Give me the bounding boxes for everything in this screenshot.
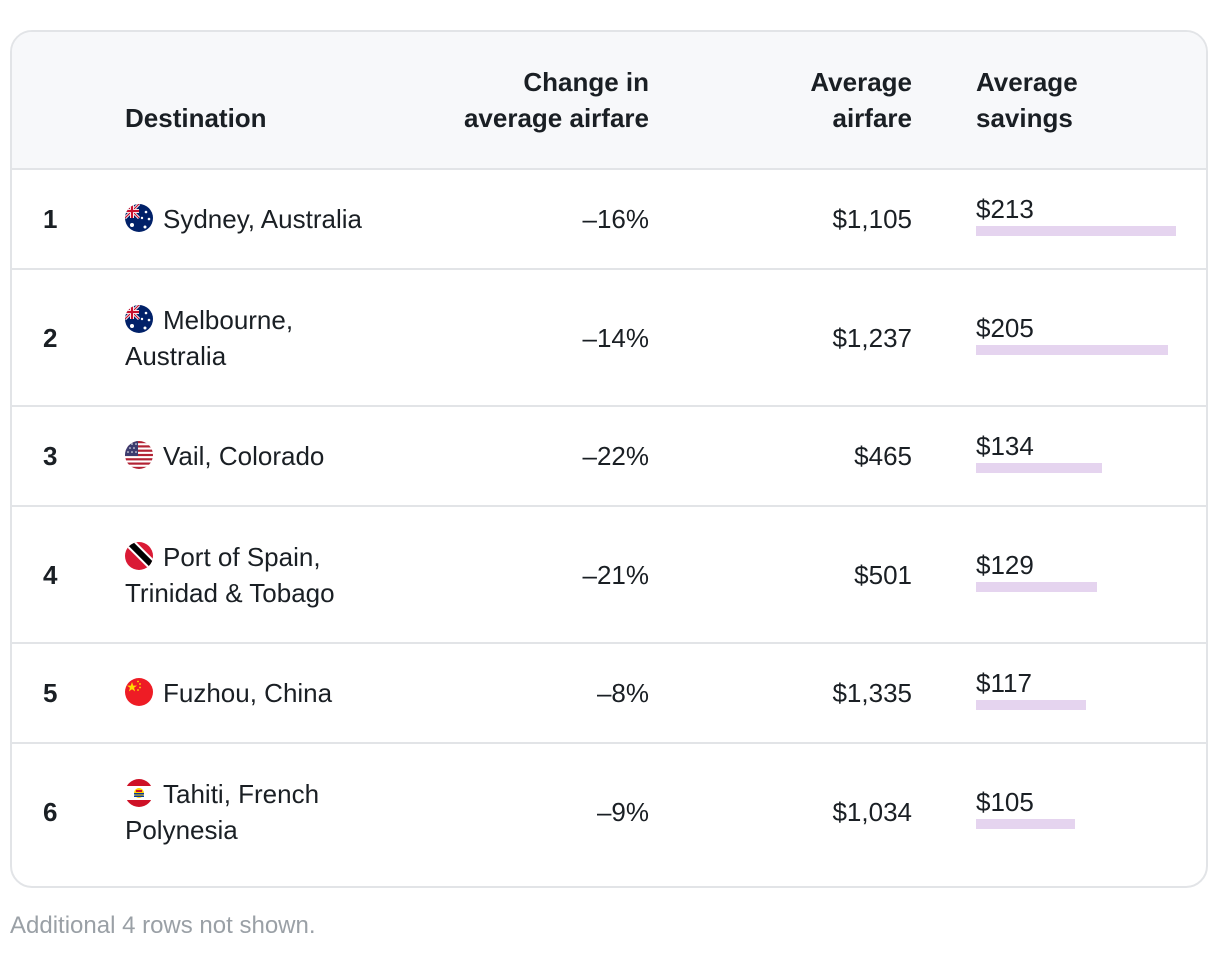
australia-flag-icon bbox=[125, 304, 153, 333]
australia-flag-icon bbox=[125, 204, 153, 232]
destination-name: Melbourne, Australia bbox=[125, 304, 294, 371]
savings-cell: $205 bbox=[912, 269, 1206, 406]
savings-value: $205 bbox=[976, 312, 1034, 343]
savings-cell: $134 bbox=[912, 406, 1206, 506]
savings-value: $129 bbox=[976, 549, 1034, 580]
table-row: 2 Melbourne, Australia –14% $1,237 $205 bbox=[12, 269, 1206, 406]
footnote: Additional 4 rows not shown. bbox=[10, 912, 316, 939]
savings-bar bbox=[976, 819, 1075, 829]
destination-cell: Port of Spain, Trinidad & Tobago bbox=[125, 506, 411, 643]
savings-cell: $129 bbox=[912, 506, 1206, 643]
rank-cell: 6 bbox=[43, 797, 58, 827]
rank-cell: 2 bbox=[43, 322, 58, 353]
destination-cell: Melbourne, Australia bbox=[125, 269, 411, 406]
data-table-card: Destination Change in average airfare Av… bbox=[10, 30, 1208, 888]
savings-bar bbox=[976, 700, 1086, 710]
change-cell: –14% bbox=[582, 322, 650, 353]
savings-bar bbox=[976, 226, 1176, 236]
change-header[interactable]: Change in average airfare bbox=[411, 32, 649, 169]
savings-header-label: Average savings bbox=[976, 67, 1078, 133]
change-cell: –9% bbox=[596, 797, 649, 827]
fare-header[interactable]: Average airfare bbox=[649, 32, 912, 169]
change-cell: –22% bbox=[582, 441, 650, 471]
fare-cell: $1,105 bbox=[832, 204, 912, 234]
savings-bar bbox=[976, 344, 1168, 355]
destination-header[interactable]: Destination bbox=[125, 103, 267, 133]
savings-value: $134 bbox=[976, 431, 1034, 461]
savings-cell: $105 bbox=[912, 743, 1206, 880]
table-row: 3 Vail, Colorado –22% $465 $134 bbox=[12, 406, 1206, 506]
rank-cell: 3 bbox=[43, 441, 58, 471]
destination-name: Sydney, Australia bbox=[163, 204, 362, 234]
destination-name: Port of Spain, Trinidad & Tobago bbox=[125, 541, 335, 608]
change-cell: –8% bbox=[596, 678, 649, 708]
trinidad-tobago-flag-icon bbox=[125, 541, 153, 570]
usa-flag-icon bbox=[125, 441, 153, 469]
airfare-table: Destination Change in average airfare Av… bbox=[12, 32, 1206, 880]
fare-cell: $465 bbox=[854, 441, 912, 471]
destination-cell: Sydney, Australia bbox=[125, 169, 411, 269]
destination-cell: Fuzhou, China bbox=[125, 643, 411, 743]
destination-name: Fuzhou, China bbox=[163, 678, 333, 708]
savings-bar bbox=[976, 581, 1097, 592]
change-cell: –21% bbox=[582, 559, 650, 590]
fare-cell: $1,237 bbox=[832, 322, 912, 353]
destination-cell: Vail, Colorado bbox=[125, 406, 411, 506]
table-row: 1 Sydney, Australia –16% $1,105 $213 bbox=[12, 169, 1206, 269]
destination-name: Tahiti, French Polynesia bbox=[125, 779, 320, 845]
change-cell: –16% bbox=[582, 204, 650, 234]
table-row: 6 Tahiti, French Polynesia –9% $1,034 $1… bbox=[12, 743, 1206, 880]
fare-cell: $1,335 bbox=[832, 678, 912, 708]
fare-cell: $501 bbox=[854, 559, 912, 590]
table-header-row: Destination Change in average airfare Av… bbox=[12, 32, 1206, 169]
fare-header-label: Average airfare bbox=[810, 67, 912, 133]
french-polynesia-flag-icon bbox=[125, 779, 153, 807]
savings-cell: $117 bbox=[912, 643, 1206, 743]
rank-cell: 5 bbox=[43, 678, 58, 708]
destination-name: Vail, Colorado bbox=[163, 441, 325, 471]
savings-bar bbox=[976, 463, 1102, 473]
rank-header bbox=[12, 32, 125, 169]
rank-cell: 1 bbox=[43, 204, 58, 234]
savings-value: $213 bbox=[976, 194, 1034, 224]
china-flag-icon bbox=[125, 678, 153, 706]
rank-cell: 4 bbox=[43, 559, 58, 590]
savings-value: $105 bbox=[976, 787, 1034, 817]
savings-header[interactable]: Average savings bbox=[912, 32, 1206, 169]
table-row: 5 Fuzhou, China –8% $1,335 $117 bbox=[12, 643, 1206, 743]
fare-cell: $1,034 bbox=[832, 797, 912, 827]
savings-value: $117 bbox=[976, 668, 1032, 698]
table-row: 4 Port of Spain, Trinidad & Tobago –21% … bbox=[12, 506, 1206, 643]
change-header-label: Change in average airfare bbox=[463, 67, 649, 133]
savings-cell: $213 bbox=[912, 169, 1206, 269]
destination-cell: Tahiti, French Polynesia bbox=[125, 743, 411, 880]
